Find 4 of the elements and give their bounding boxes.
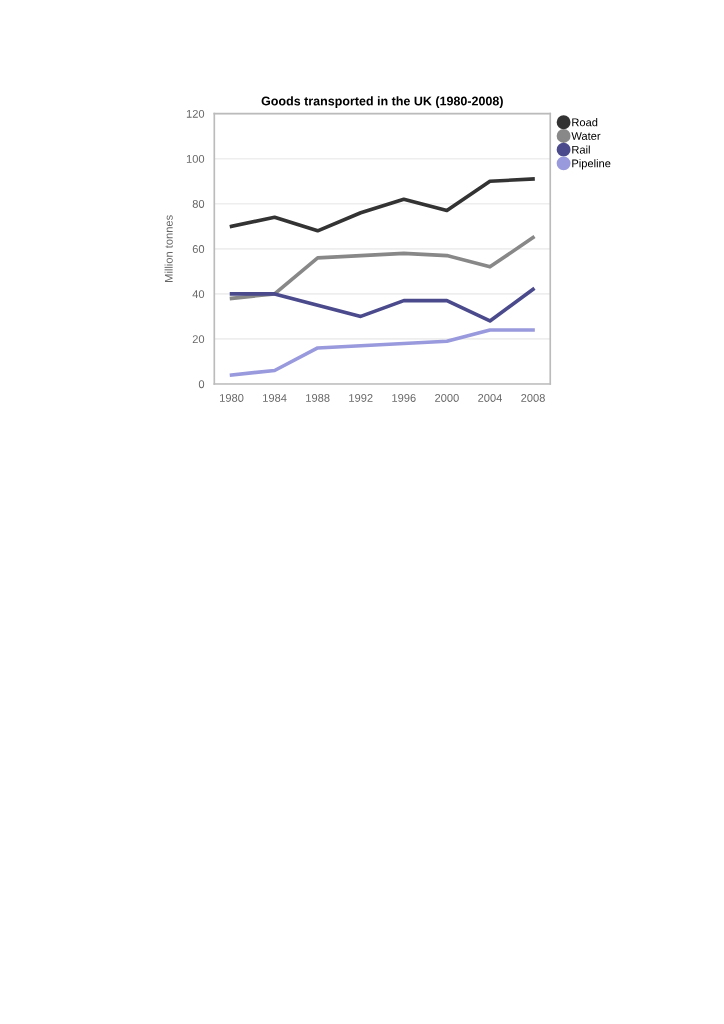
- line-series: [229, 328, 535, 377]
- line-series: [229, 235, 535, 301]
- line-series: [229, 287, 535, 323]
- line-series: [229, 177, 535, 233]
